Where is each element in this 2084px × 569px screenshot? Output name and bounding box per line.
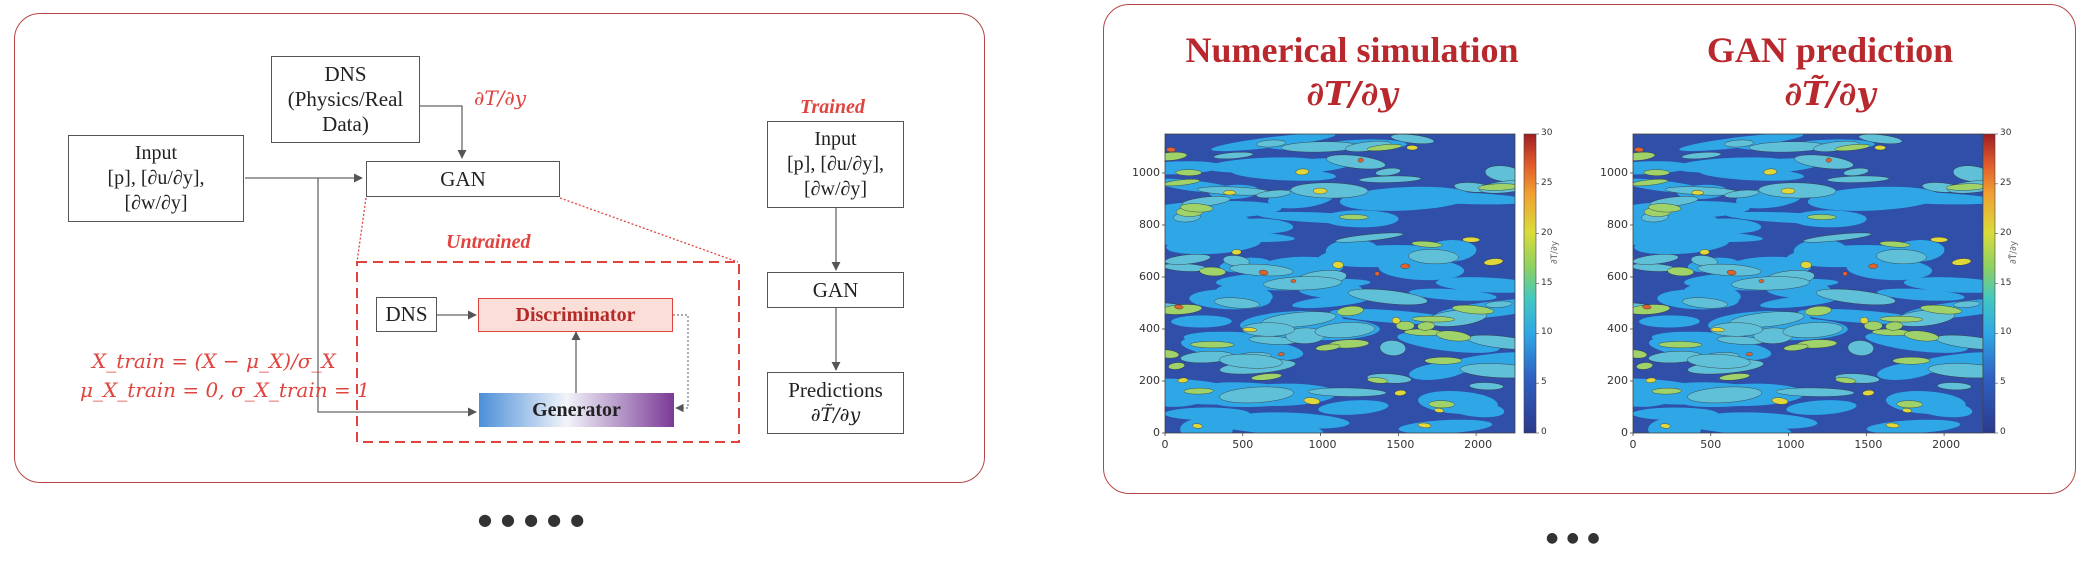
- x-tick-label: 1500: [1854, 438, 1883, 451]
- input-left-line-1: Input: [134, 142, 178, 164]
- input-left-line-2: [p], [∂u/∂y],: [107, 167, 205, 189]
- plot-title-2-text: GAN prediction: [1706, 30, 1954, 70]
- input-box-left: Input [p], [∂u/∂y], [∂w/∂y]: [68, 135, 244, 222]
- colorbar-tick-label: 30: [1541, 128, 1553, 138]
- predictions-line-2: ∂T̃/∂y: [810, 404, 861, 426]
- input-left-line-3: [∂w/∂y]: [124, 192, 188, 214]
- input-right-line-2: [p], [∂u/∂y],: [787, 153, 884, 175]
- colorbar-tick-label: 5: [1541, 377, 1547, 388]
- plot-title-1-symbol: ∂T/∂y: [1306, 74, 1398, 113]
- dns-line-2: (Physics/Real: [287, 87, 404, 111]
- colorbar-tick-label: 10: [2000, 327, 2012, 338]
- x-tick-label: 2000: [1932, 438, 1961, 451]
- dns-line-1: DNS: [324, 62, 367, 86]
- colorbar-tick-label: 30: [2000, 128, 2012, 138]
- y-tick-label: 200: [1139, 374, 1160, 387]
- colorbar-tick-label: 25: [2000, 177, 2012, 188]
- normalization-eq-1: X_train = (X − μ_X)/σ_X: [92, 349, 336, 373]
- colorbar-tick-label: 0: [1541, 427, 1547, 437]
- x-tick-label: 1000: [1776, 438, 1805, 451]
- plot-title-1-text: Numerical simulation: [1185, 30, 1519, 70]
- input-box-right: Input [p], [∂u/∂y], [∂w/∂y]: [767, 121, 904, 208]
- y-tick-label: 600: [1139, 270, 1160, 283]
- y-tick-label: 200: [1607, 374, 1628, 387]
- colorbar-tick-label: 15: [2000, 277, 2012, 288]
- dns-small-box: DNS: [376, 297, 437, 332]
- x-tick-label: 500: [1232, 438, 1254, 451]
- plot-title-2-symbol: ∂T̃/∂y: [1784, 74, 1876, 113]
- colorbar-label: ∂T/∂y: [1550, 240, 1560, 264]
- caption-right: ● ● ●: [1546, 530, 1602, 546]
- untrained-label: Untrained: [446, 231, 531, 253]
- caption-left: ● ● ● ● ●: [478, 510, 587, 529]
- y-tick-label: 1000: [1600, 166, 1628, 179]
- x-tick-label: 0: [1161, 438, 1169, 451]
- normalization-eq-2: μ_X_train = 0, σ_X_train = 1: [80, 378, 370, 402]
- x-tick-label: 2000: [1464, 438, 1493, 451]
- gan-box-left: GAN: [366, 161, 560, 197]
- x-tick-label: 1000: [1308, 438, 1337, 451]
- y-tick-label: 800: [1607, 218, 1628, 231]
- y-tick-label: 800: [1139, 218, 1160, 231]
- y-tick-label: 400: [1139, 322, 1160, 335]
- dns-line-3: Data): [322, 112, 369, 136]
- colorbar-tick-label: 10: [1541, 327, 1553, 338]
- colorbar-label: ∂T̃/∂y: [2009, 240, 2019, 264]
- x-tick-label: 500: [1700, 438, 1722, 451]
- y-tick-label: 0: [1153, 426, 1160, 439]
- plot-title-2: GAN prediction ∂T̃/∂y: [1646, 28, 2014, 116]
- discriminator-box: Discriminator: [478, 298, 673, 332]
- gan-box-right: GAN: [767, 272, 904, 308]
- trained-label: Trained: [800, 96, 865, 118]
- y-tick-label: 0: [1621, 426, 1628, 439]
- predictions-box: Predictions ∂T̃/∂y: [767, 372, 904, 434]
- dns-source-box: DNS (Physics/Real Data): [271, 56, 420, 143]
- y-tick-label: 1000: [1132, 166, 1160, 179]
- colorbar-tick-label: 20: [1541, 227, 1553, 238]
- colorbar-tick-label: 5: [2000, 377, 2006, 388]
- colorbar-tick-label: 25: [1541, 177, 1553, 188]
- colorbar-tick-label: 15: [1541, 277, 1553, 288]
- x-tick-label: 1500: [1386, 438, 1415, 451]
- input-right-line-1: Input: [814, 128, 857, 150]
- colorbar-tick-label: 20: [2000, 227, 2012, 238]
- grad-t-label: ∂T/∂y: [474, 86, 527, 110]
- y-tick-label: 600: [1607, 270, 1628, 283]
- y-tick-label: 400: [1607, 322, 1628, 335]
- colorbar-tick-label: 0: [2000, 427, 2006, 437]
- generator-box: Generator: [479, 393, 674, 427]
- input-right-line-3: [∂w/∂y]: [803, 178, 868, 200]
- x-tick-label: 0: [1629, 438, 1637, 451]
- plot-title-1: Numerical simulation ∂T/∂y: [1168, 28, 1536, 116]
- predictions-line-1: Predictions: [788, 378, 883, 402]
